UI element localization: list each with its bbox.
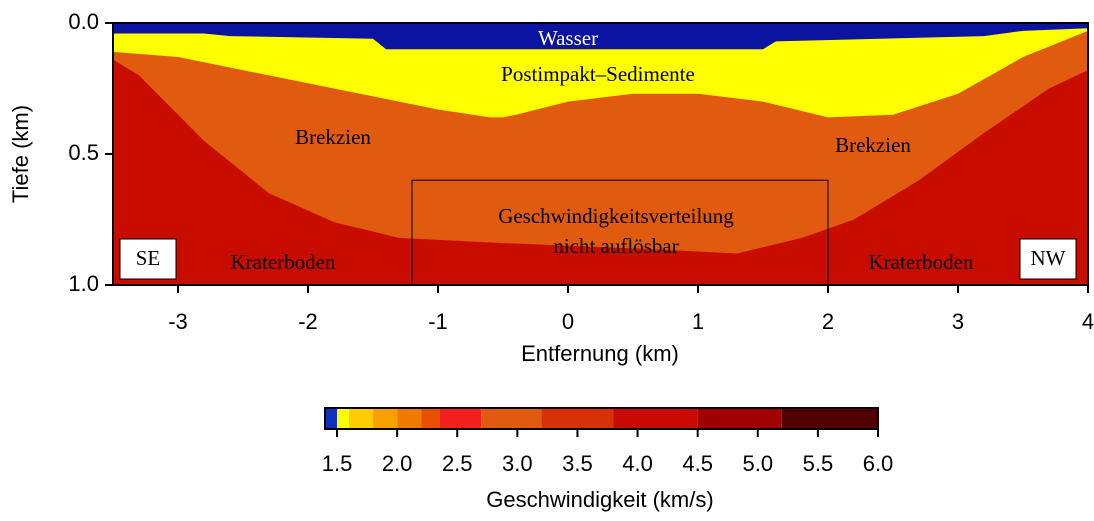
colorbar-segment	[349, 408, 374, 429]
annotation: NW	[1031, 246, 1066, 270]
colorbar-tick-label: 4.5	[682, 451, 713, 476]
x-tick-label: 2	[822, 309, 834, 334]
annotation: nicht auflösbar	[553, 234, 678, 258]
y-tick-label: 0.5	[68, 140, 99, 165]
colorbar-segment	[337, 408, 350, 429]
colorbar-segment	[613, 408, 698, 429]
colorbar-segment	[541, 408, 614, 429]
colorbar-segment	[397, 408, 422, 429]
x-tick-label: 1	[692, 309, 704, 334]
colorbar-segment	[373, 408, 398, 429]
annotation: Postimpakt–Sedimente	[501, 62, 695, 86]
colorbar-segment	[781, 408, 878, 429]
colorbar-segment	[697, 408, 782, 429]
colorbar-tick-label: 3.0	[502, 451, 533, 476]
annotation: Brekzien	[295, 125, 371, 149]
x-tick-label: -3	[168, 309, 188, 334]
colorbar-segment	[421, 408, 440, 429]
colorbar-title: Geschwindigkeit (km/s)	[486, 487, 713, 512]
annotation: Geschwindigkeitsverteilung	[498, 204, 734, 228]
colorbar-tick-label: 5.5	[803, 451, 834, 476]
y-tick-label: 1.0	[68, 271, 99, 296]
colorbar-tick-label: 1.5	[322, 451, 353, 476]
x-tick-label: -1	[428, 309, 448, 334]
colorbar-segment	[325, 408, 338, 429]
colorbar-segment	[439, 408, 482, 429]
x-tick-label: 3	[952, 309, 964, 334]
y-axis-title: Tiefe (km)	[8, 105, 33, 203]
colorbar-tick-label: 6.0	[863, 451, 894, 476]
colorbar-segment	[481, 408, 542, 429]
colorbar-tick-label: 3.5	[562, 451, 593, 476]
colorbar-tick-label: 5.0	[742, 451, 773, 476]
layer	[113, 23, 1088, 118]
layer	[113, 23, 1088, 50]
label-box	[119, 238, 177, 280]
x-tick-label: 4	[1082, 309, 1094, 334]
x-axis-title: Entfernung (km)	[521, 341, 679, 366]
label-box	[1019, 238, 1077, 280]
annotation: Brekzien	[835, 133, 911, 157]
colorbar-tick-label: 4.0	[622, 451, 653, 476]
colorbar-tick-label: 2.5	[442, 451, 473, 476]
colorbar-tick-label: 2.0	[382, 451, 413, 476]
colorbar-frame	[324, 407, 879, 430]
y-tick-label: 0.0	[68, 9, 99, 34]
x-tick-label: -2	[298, 309, 318, 334]
annotation: Kraterboden	[869, 250, 974, 274]
annotation: Wasser	[538, 26, 598, 50]
annotation: Kraterboden	[231, 250, 336, 274]
x-tick-label: 0	[562, 309, 574, 334]
annotation: SE	[136, 246, 161, 270]
